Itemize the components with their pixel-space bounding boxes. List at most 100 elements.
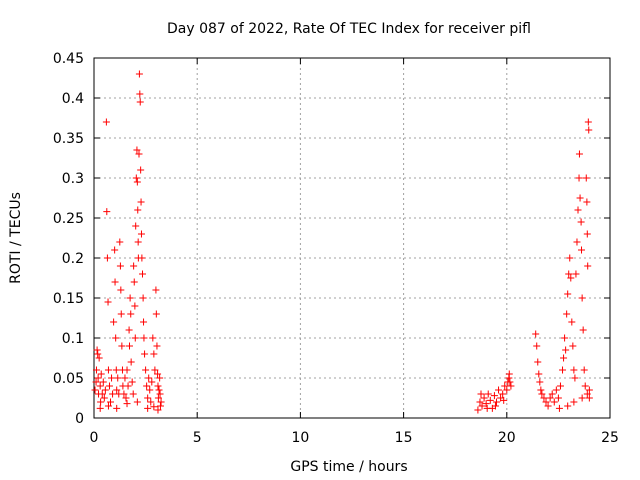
data-point xyxy=(570,366,578,374)
data-point xyxy=(150,350,158,358)
data-point xyxy=(108,374,116,382)
y-tick-label: 0.15 xyxy=(53,291,84,307)
data-point xyxy=(584,118,592,126)
data-point xyxy=(137,166,145,174)
data-point xyxy=(154,370,162,378)
data-point xyxy=(564,402,572,410)
data-point xyxy=(540,394,548,402)
chart-title: Day 087 of 2022, Rate Of TEC Index for r… xyxy=(167,21,531,37)
data-point xyxy=(101,386,109,394)
data-point xyxy=(500,396,508,404)
y-tick-label: 0.45 xyxy=(53,51,84,67)
data-point xyxy=(534,358,542,366)
y-tick-label: 0.3 xyxy=(62,171,84,187)
data-point xyxy=(112,334,120,342)
data-point xyxy=(154,406,162,414)
data-point xyxy=(113,386,121,394)
data-point xyxy=(575,150,583,158)
data-point xyxy=(566,254,574,262)
data-point xyxy=(585,386,593,394)
data-point xyxy=(128,378,136,386)
data-point xyxy=(139,294,147,302)
data-point xyxy=(148,378,156,386)
data-point xyxy=(550,398,558,406)
data-point xyxy=(140,318,148,326)
data-point xyxy=(505,370,513,378)
data-point xyxy=(474,406,482,414)
axis-ticks: 0 0.05 0.1 0.15 0.2 0.25 0.3 0.35 0.4 0.45 0 5 10 15 2… xyxy=(53,51,619,446)
data-point xyxy=(507,382,515,390)
y-tick-label: 0 xyxy=(75,411,84,427)
data-point xyxy=(552,386,560,394)
data-point xyxy=(92,378,100,386)
data-point xyxy=(103,254,111,262)
data-point xyxy=(127,310,135,318)
data-point xyxy=(554,394,562,402)
data-point xyxy=(120,390,128,398)
data-point xyxy=(576,194,584,202)
data-point xyxy=(143,382,151,390)
data-point xyxy=(135,150,143,158)
data-point xyxy=(483,404,491,412)
data-point xyxy=(152,286,160,294)
x-tick-label: 20 xyxy=(498,430,516,446)
data-point xyxy=(548,390,556,398)
data-point xyxy=(573,238,581,246)
data-point xyxy=(535,370,543,378)
data-point xyxy=(584,262,592,270)
data-point xyxy=(533,342,541,350)
data-point xyxy=(560,354,568,362)
data-point xyxy=(563,310,571,318)
data-point xyxy=(138,254,146,262)
data-point xyxy=(572,270,580,278)
data-point xyxy=(156,374,164,382)
data-point xyxy=(117,310,125,318)
data-point xyxy=(495,386,503,394)
data-point xyxy=(153,342,161,350)
data-point xyxy=(121,374,129,382)
data-point xyxy=(93,346,101,354)
data-point xyxy=(98,390,106,398)
data-point xyxy=(503,386,511,394)
y-tick-label: 0.35 xyxy=(53,131,84,147)
data-point xyxy=(147,398,155,406)
data-point xyxy=(482,400,490,408)
data-point xyxy=(152,310,160,318)
data-point xyxy=(124,382,132,390)
data-point xyxy=(133,178,141,186)
data-point xyxy=(116,238,124,246)
data-point xyxy=(583,230,591,238)
data-point xyxy=(135,70,143,78)
data-point xyxy=(571,374,579,382)
data-point xyxy=(123,366,131,374)
data-point xyxy=(125,326,133,334)
data-point xyxy=(499,390,507,398)
x-tick-label: 15 xyxy=(395,430,413,446)
data-point xyxy=(556,382,564,390)
data-point xyxy=(154,382,162,390)
data-point xyxy=(579,326,587,334)
data-point xyxy=(109,390,117,398)
data-point xyxy=(537,386,545,394)
data-point xyxy=(132,174,140,182)
data-point xyxy=(105,382,113,390)
data-point xyxy=(583,198,591,206)
data-point xyxy=(156,390,164,398)
data-point xyxy=(131,302,139,310)
data-point xyxy=(134,238,142,246)
data-point xyxy=(104,366,112,374)
data-point xyxy=(126,294,134,302)
data-point xyxy=(141,350,149,358)
data-point xyxy=(144,394,152,402)
data-point xyxy=(104,402,112,410)
data-point xyxy=(542,398,550,406)
plot-frame xyxy=(93,57,611,419)
data-point xyxy=(546,394,554,402)
data-point xyxy=(150,403,158,411)
data-point xyxy=(103,208,111,216)
data-point xyxy=(94,350,102,358)
data-point xyxy=(154,394,162,402)
data-point xyxy=(96,382,104,390)
data-point xyxy=(555,404,563,412)
